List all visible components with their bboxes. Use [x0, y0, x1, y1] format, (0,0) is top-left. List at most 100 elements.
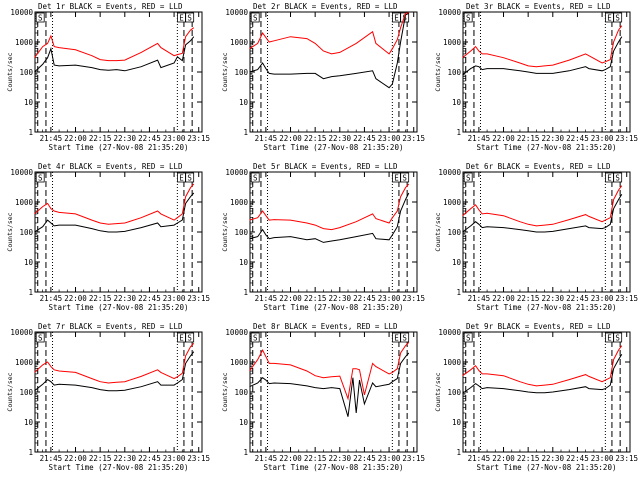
series-line — [462, 354, 623, 394]
series-line — [462, 194, 623, 233]
x-tick-label: 23:15 — [187, 134, 210, 143]
x-tick-label: 22:00 — [64, 454, 87, 463]
y-axis-label: Counts/sec — [434, 52, 442, 91]
marker-label: S — [253, 334, 258, 343]
x-axis-label: Start Time (27-Nov-08 21:35:20) — [477, 143, 617, 152]
marker-label: S — [253, 14, 258, 23]
y-tick-label: 10000 — [10, 168, 33, 177]
x-tick-label: 22:00 — [492, 294, 515, 303]
x-tick-label: 22:15 — [517, 294, 540, 303]
y-tick-label: 1 — [456, 128, 461, 137]
x-tick-label: 22:15 — [304, 134, 327, 143]
x-tick-label: 22:00 — [279, 454, 302, 463]
chart-title: Det 3r BLACK = Events, RED = LLD — [466, 2, 611, 11]
x-axis-label: Start Time (27-Nov-08 21:35:20) — [49, 463, 189, 472]
chart-title: Det 5r BLACK = Events, RED = LLD — [253, 162, 398, 171]
marker-box — [463, 12, 473, 23]
y-tick-label: 10000 — [225, 328, 248, 337]
y-tick-label: 10 — [24, 98, 34, 107]
y-tick-label: 10 — [24, 258, 34, 267]
x-tick-label: 22:30 — [114, 294, 137, 303]
x-tick-label: 23:00 — [163, 294, 186, 303]
marker-box — [613, 12, 623, 23]
y-tick-label: 1000 — [15, 198, 34, 207]
y-axis-label: Counts/sec — [6, 52, 14, 91]
chart-title: Det 1r BLACK = Events, RED = LLD — [38, 2, 183, 11]
x-tick-label: 22:45 — [353, 454, 376, 463]
marker-label: E — [179, 174, 184, 183]
marker-label: E — [394, 174, 399, 183]
marker-box — [185, 172, 195, 183]
marker-box — [463, 332, 473, 343]
x-tick-label: 23:15 — [615, 454, 638, 463]
y-tick-label: 100 — [234, 228, 248, 237]
x-axis-label: Start Time (27-Nov-08 21:35:20) — [264, 463, 404, 472]
x-axis-label: Start Time (27-Nov-08 21:35:20) — [264, 143, 404, 152]
y-tick-label: 100 — [19, 68, 33, 77]
marker-label: S — [187, 174, 192, 183]
y-tick-label: 1000 — [230, 358, 249, 367]
series-line — [249, 12, 409, 55]
x-tick-label: 21:45 — [255, 134, 278, 143]
marker-label: E — [394, 14, 399, 23]
marker-label: S — [466, 174, 471, 183]
y-tick-label: 10 — [452, 258, 462, 267]
marker-box — [250, 12, 260, 23]
x-tick-label: 22:30 — [542, 294, 565, 303]
series-line — [34, 36, 195, 73]
x-tick-label: 22:00 — [492, 134, 515, 143]
x-tick-label: 22:45 — [138, 454, 161, 463]
y-axis-label: Counts/sec — [434, 372, 442, 411]
x-tick-label: 22:15 — [304, 454, 327, 463]
x-tick-label: 22:00 — [279, 134, 302, 143]
x-tick-label: 22:45 — [353, 294, 376, 303]
x-tick-label: 23:15 — [615, 134, 638, 143]
marker-box — [613, 172, 623, 183]
series-line — [249, 183, 410, 231]
series-line — [249, 342, 410, 401]
marker-label: E — [179, 334, 184, 343]
marker-label: E — [607, 334, 612, 343]
chart-panel: Det 8r BLACK = Events, RED = LLD 1 10 100 10… — [221, 322, 425, 472]
x-tick-label: 22:00 — [279, 294, 302, 303]
x-tick-label: 21:45 — [468, 134, 491, 143]
chart-panel: Det 5r BLACK = Events, RED = LLD 1 10 100 10… — [221, 162, 425, 312]
y-tick-label: 1 — [243, 448, 248, 457]
marker-label: S — [615, 174, 620, 183]
y-tick-label: 1000 — [443, 198, 462, 207]
x-tick-label: 22:00 — [64, 134, 87, 143]
y-tick-label: 1000 — [15, 358, 34, 367]
marker-box — [400, 172, 410, 183]
y-tick-label: 1 — [456, 288, 461, 297]
y-tick-label: 1000 — [230, 38, 249, 47]
x-tick-label: 23:00 — [378, 134, 401, 143]
x-tick-label: 22:00 — [64, 294, 87, 303]
x-tick-label: 22:30 — [329, 454, 352, 463]
y-tick-label: 1 — [456, 448, 461, 457]
marker-label: E — [179, 14, 184, 23]
x-axis-label: Start Time (27-Nov-08 21:35:20) — [49, 303, 189, 312]
marker-label: E — [394, 334, 399, 343]
marker-label: S — [402, 334, 407, 343]
series-line — [462, 345, 623, 387]
chart-panel: Det 6r BLACK = Events, RED = LLD 1 10 100 10… — [434, 162, 638, 312]
x-tick-label: 22:00 — [492, 454, 515, 463]
x-tick-label: 22:15 — [304, 294, 327, 303]
series-line — [462, 25, 623, 68]
y-tick-label: 10000 — [225, 8, 248, 17]
x-tick-label: 23:15 — [187, 454, 210, 463]
y-axis-label: Counts/sec — [221, 372, 229, 411]
x-axis-label: Start Time (27-Nov-08 21:35:20) — [477, 303, 617, 312]
x-tick-label: 22:30 — [114, 134, 137, 143]
y-tick-label: 1000 — [443, 38, 462, 47]
marker-box — [35, 332, 45, 343]
x-tick-label: 22:45 — [138, 134, 161, 143]
y-axis-label: Counts/sec — [6, 372, 14, 411]
y-axis-label: Counts/sec — [221, 52, 229, 91]
marker-label: S — [615, 14, 620, 23]
y-tick-label: 100 — [447, 68, 461, 77]
marker-label: E — [607, 174, 612, 183]
y-tick-label: 10000 — [438, 168, 461, 177]
chart-panel: Det 7r BLACK = Events, RED = LLD 1 10 100 10… — [6, 322, 210, 472]
x-tick-label: 23:00 — [378, 294, 401, 303]
